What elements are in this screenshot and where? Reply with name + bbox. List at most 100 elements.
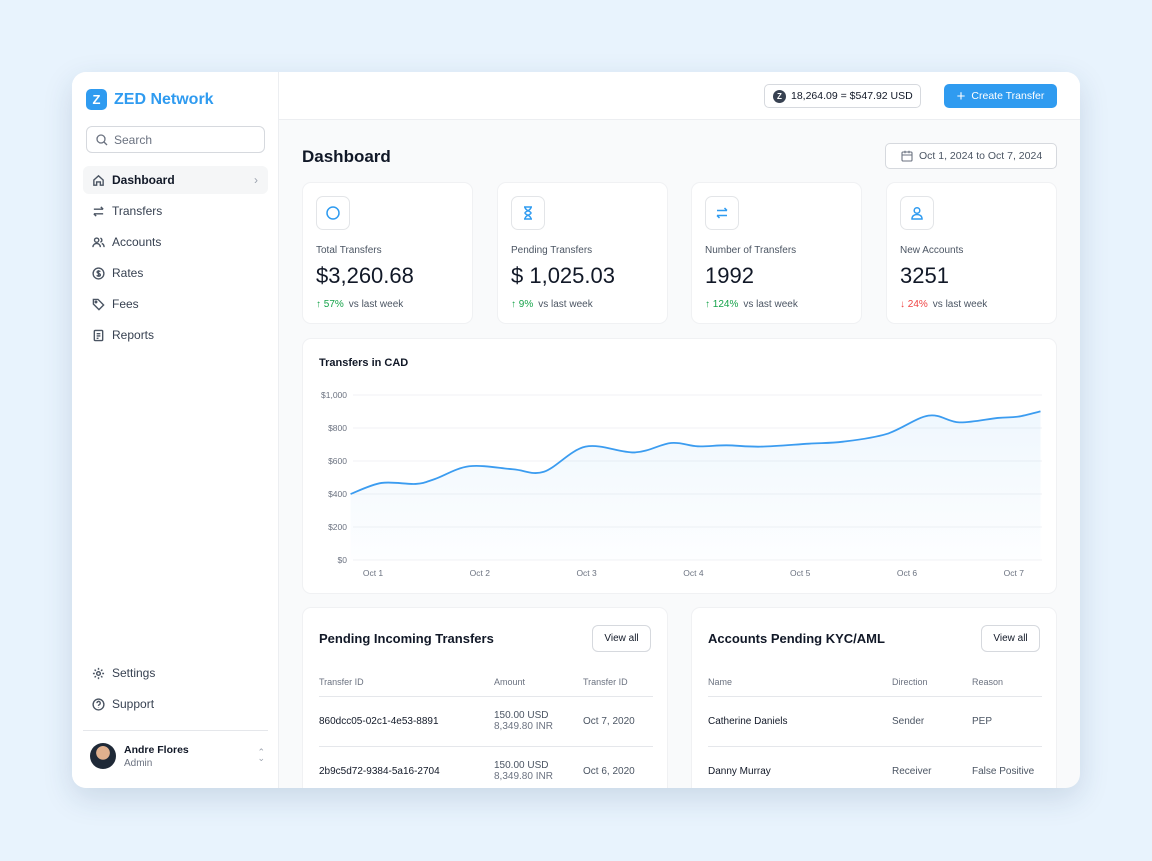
column-header: Direction [892, 668, 972, 697]
stat-value: 3251 [900, 263, 949, 288]
user-menu[interactable]: Andre Flores Admin ⌃ ⌄ [90, 743, 265, 769]
table-row[interactable]: Catherine Daniels Sender PEP [708, 696, 1042, 747]
y-tick-label: $800 [328, 423, 347, 433]
series-area [350, 411, 1041, 560]
sidebar-item-label: Rates [112, 266, 144, 280]
column-header: Name [708, 668, 892, 697]
user-name: Andre Flores [124, 743, 189, 756]
search-input[interactable]: Search [86, 126, 265, 153]
sidebar-item-settings[interactable]: Settings [83, 659, 268, 687]
page-title: Dashboard [302, 147, 391, 166]
x-tick-label: Oct 4 [683, 568, 704, 578]
transfer-id: 2b9c5d72-9384-5a16-2704 [319, 746, 494, 788]
amount-cell: 150.00 USD 8,349.80 INR [494, 696, 583, 747]
column-header: Amount [494, 668, 583, 697]
user-icon [911, 206, 923, 220]
x-tick-label: Oct 1 [363, 568, 384, 578]
y-tick-label: $200 [328, 522, 347, 532]
reason: False Positive [972, 746, 1042, 788]
arrow-up-icon: ↑ 9% [511, 299, 534, 310]
sidebar-item-support[interactable]: Support [83, 690, 268, 718]
x-tick-label: Oct 5 [790, 568, 811, 578]
stat-change-value: 57% [323, 299, 344, 310]
card-title: Accounts Pending KYC/AML [708, 631, 885, 646]
direction: Receiver [892, 746, 972, 788]
sidebar-item-label: Fees [112, 297, 139, 311]
sidebar-item-dashboard[interactable]: Dashboard › [83, 166, 268, 194]
account-name: Catherine Daniels [708, 696, 892, 747]
y-tick-label: $1,000 [321, 390, 347, 400]
stat-card-pending-transfers: Pending Transfers $ 1,025.03 ↑ 9% vs last… [497, 182, 668, 324]
stat-value: $3,260.68 [316, 263, 414, 288]
sidebar-nav: Dashboard › Transfers Accounts Rates Fee… [83, 166, 268, 352]
amount-cell: 150.00 USD 8,349.80 INR [494, 746, 583, 788]
hourglass-icon [524, 206, 532, 220]
stat-value: $ 1,025.03 [511, 263, 615, 288]
transfers-chart: $0 $200 $400 $600 $800 $1,000 Oct 1 Oct 2 Oct 3 O… [321, 390, 1042, 578]
view-all-button[interactable]: View all [981, 625, 1040, 652]
table-row[interactable]: 2b9c5d72-9384-5a16-2704 150.00 USD 8,349.… [319, 746, 653, 788]
kyc-pending-card: Accounts Pending KYC/AML View all Name D… [691, 607, 1057, 788]
logo[interactable]: Z ZED Network [86, 89, 214, 110]
kyc-table: Name Direction Reason Catherine Daniels … [708, 668, 1042, 788]
amount: 150.00 USD [494, 710, 549, 721]
converted-amount: 8,349.80 INR [494, 721, 553, 732]
users-icon [92, 236, 105, 247]
arrow-up-icon: ↑ 57% [316, 299, 344, 310]
stat-change-suffix: vs last week [538, 299, 593, 310]
arrow-up-icon: ↑ 124% [705, 299, 739, 310]
stat-change-suffix: vs last week [932, 299, 988, 310]
transfer-date: Oct 6, 2020 [583, 746, 653, 788]
stat-label: Number of Transfers [705, 245, 797, 256]
home-icon [93, 174, 104, 186]
app-name: ZED Network [114, 90, 214, 108]
sidebar-item-reports[interactable]: Reports [83, 321, 268, 349]
transfer-date: Oct 7, 2020 [583, 696, 653, 747]
dollar-circle-icon [92, 266, 105, 280]
sidebar: Z ZED Network Search Dashboard › Transfe… [72, 72, 279, 788]
sidebar-item-rates[interactable]: Rates [83, 259, 268, 287]
table-row[interactable]: Danny Murray Receiver False Positive [708, 746, 1042, 788]
sidebar-item-label: Transfers [112, 204, 163, 218]
x-tick-label: Oct 2 [470, 568, 491, 578]
help-icon [92, 697, 105, 711]
stat-label: Pending Transfers [511, 245, 593, 256]
arrows-icon [93, 205, 104, 217]
sidebar-item-accounts[interactable]: Accounts [83, 228, 268, 256]
zed-coin-icon: Z [773, 89, 786, 103]
logo-icon: Z [86, 89, 107, 110]
transfer-id: 860dcc05-02c1-4e53-8891 [319, 696, 494, 747]
create-transfer-button[interactable]: + Create Transfer [944, 84, 1057, 108]
sidebar-item-label: Settings [112, 666, 156, 680]
stat-icon-box [316, 196, 350, 230]
stat-change-value: 24% [907, 299, 928, 310]
arrows-icon [716, 207, 728, 219]
app-window: Z ZED Network Search Dashboard › Transfe… [72, 72, 1080, 788]
stat-change: ↑ 9% vs last week [511, 299, 593, 310]
balance-pill[interactable]: Z 18,264.09 = $547.92 USD [764, 84, 921, 108]
create-transfer-label: Create Transfer [971, 90, 1045, 102]
date-range-picker[interactable]: Oct 1, 2024 to Oct 7, 2024 [885, 143, 1057, 169]
search-icon [96, 133, 108, 145]
stat-change: ↑ 124% vs last week [705, 299, 798, 310]
y-tick-label: $0 [338, 555, 348, 565]
chart-title: Transfers in CAD [319, 357, 409, 369]
chevron-right-icon: › [254, 173, 258, 187]
circle-icon [326, 206, 340, 220]
tag-icon [92, 298, 105, 311]
sidebar-bottom-nav: Settings Support [83, 659, 268, 721]
sidebar-item-transfers[interactable]: Transfers [83, 197, 268, 225]
stat-icon-box [705, 196, 739, 230]
stat-change-suffix: vs last week [743, 299, 798, 310]
sidebar-item-label: Dashboard [112, 173, 175, 187]
converted-amount: 8,349.80 INR [494, 771, 553, 782]
stat-change-suffix: vs last week [348, 299, 404, 310]
search-placeholder: Search [114, 132, 153, 147]
sidebar-item-label: Support [112, 697, 155, 711]
view-all-button[interactable]: View all [592, 625, 651, 652]
sidebar-item-fees[interactable]: Fees [83, 290, 268, 318]
date-range-text: Oct 1, 2024 to Oct 7, 2024 [919, 150, 1043, 162]
transfers-chart-card: Transfers in CAD $0 $200 $400 $600 $800 $1,00… [302, 338, 1057, 594]
table-row[interactable]: 860dcc05-02c1-4e53-8891 150.00 USD 8,349.… [319, 696, 653, 747]
document-icon [93, 329, 104, 341]
